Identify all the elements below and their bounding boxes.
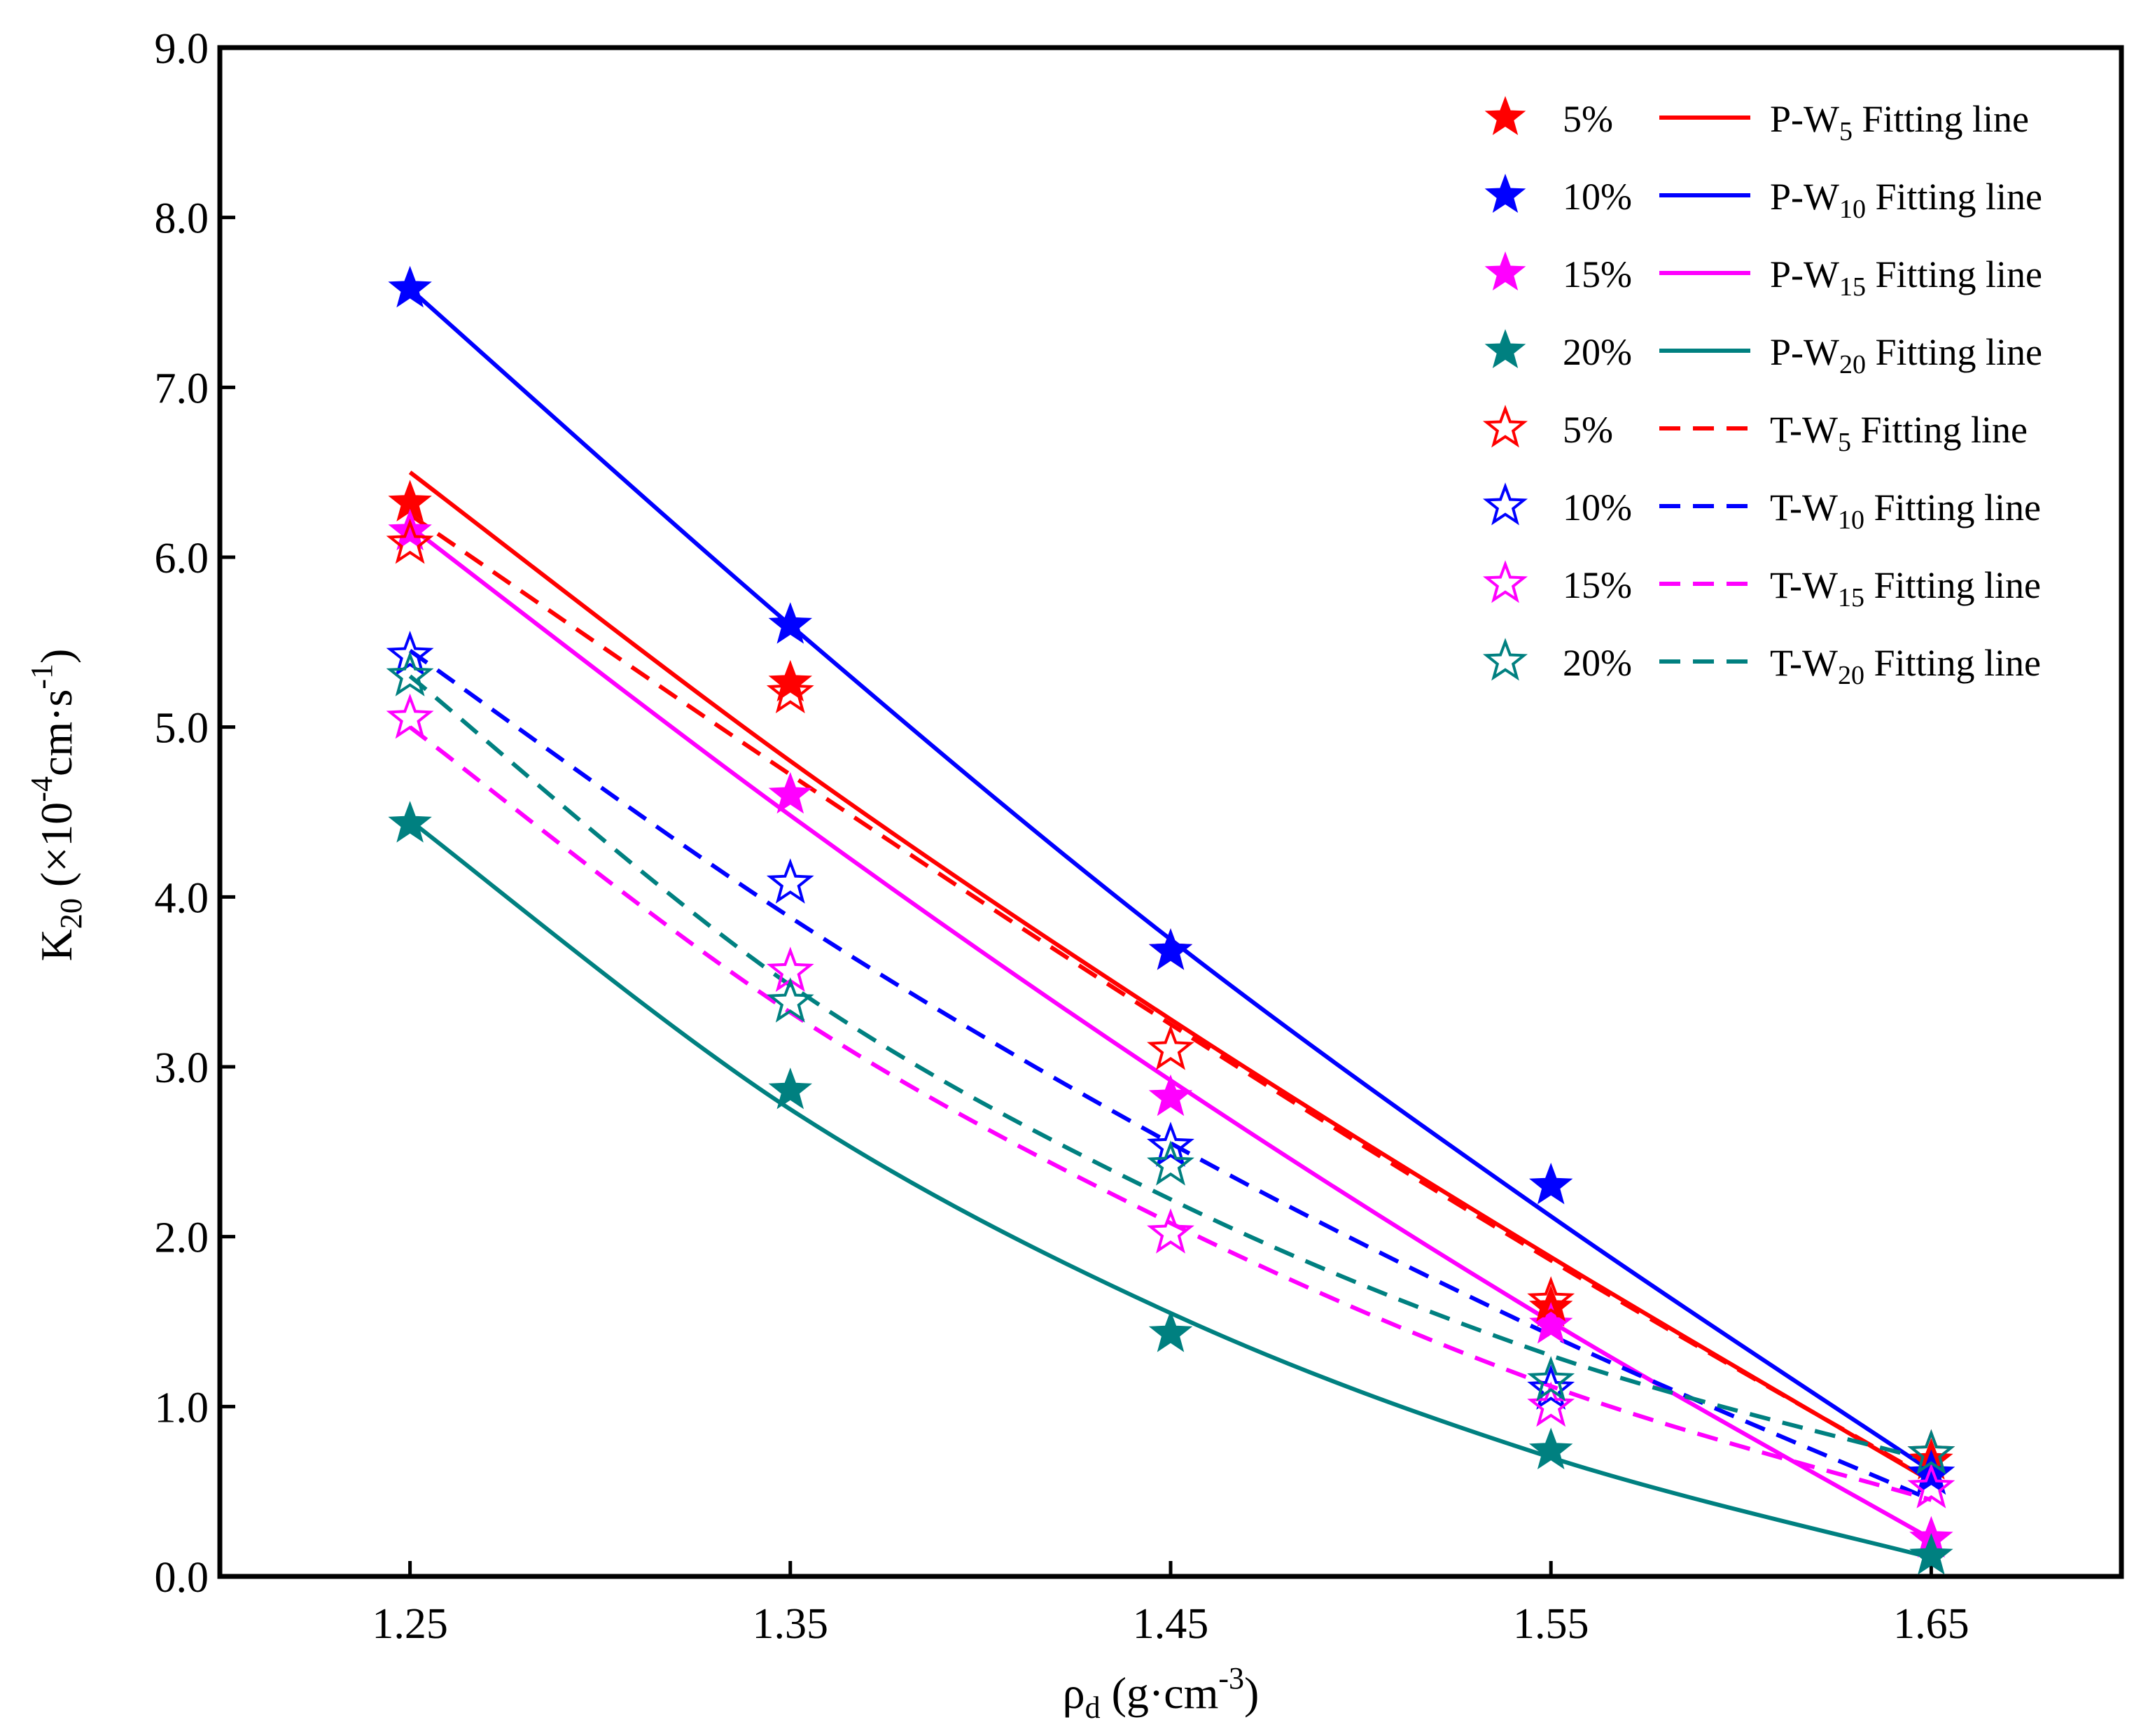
data-point-t-w15 xyxy=(1907,1463,1955,1508)
axis-ticks: 0.0 1.0 2.0 3.0 4.0 5.0 6.0 7.0 8.0 9.0 1.25 1.35 1.… xyxy=(155,25,1969,1648)
fit-line-t-w15 xyxy=(408,725,1932,1502)
data-point-t-w10 xyxy=(1147,1121,1194,1167)
y-tick-label: 8.0 xyxy=(155,195,209,243)
legend-line-label: T-W10 Fitting line xyxy=(1770,486,2041,535)
data-point-p-w10 xyxy=(1148,928,1193,970)
data-point-t-w20 xyxy=(1147,1140,1194,1186)
y-tick-label: 7.0 xyxy=(155,365,209,412)
y-axis-label-sup2: -1 xyxy=(25,664,59,690)
data-point-t-w10 xyxy=(766,858,814,904)
y-axis-label-close: ) xyxy=(32,649,81,664)
fit-line-t-w20 xyxy=(408,674,1932,1463)
data-point-t-w5 xyxy=(766,668,814,714)
legend-marker-p-w20 xyxy=(1484,329,1526,369)
data-point-t-w5 xyxy=(386,518,434,564)
legend-marker-label: 5% xyxy=(1563,409,1613,451)
y-tick-label: 0.0 xyxy=(155,1554,209,1602)
legend-line-label: P-W10 Fitting line xyxy=(1770,176,2042,224)
data-point-p-w20 xyxy=(1528,1427,1573,1470)
fit-line-p-w15 xyxy=(408,524,1932,1541)
y-axis-label-unit: (×10 xyxy=(32,802,81,898)
legend-marker-label: 20% xyxy=(1563,331,1632,373)
x-tick-label: 1.45 xyxy=(1133,1600,1209,1648)
x-tick-label: 1.25 xyxy=(372,1600,448,1648)
legend-marker-label: 15% xyxy=(1563,253,1632,295)
data-point-p-w10 xyxy=(768,602,813,644)
y-axis-label-sub: 20 xyxy=(54,898,88,929)
y-tick-label: 6.0 xyxy=(155,535,209,582)
legend-marker-label: 20% xyxy=(1563,642,1632,684)
data-point-t-w5 xyxy=(1147,1024,1194,1070)
legend-marker-t-w5 xyxy=(1482,405,1528,448)
legend-line-label: T-W5 Fitting line xyxy=(1770,409,2028,457)
data-point-t-w15 xyxy=(1527,1381,1575,1427)
legend-marker-p-w5 xyxy=(1484,96,1526,136)
x-tick-label: 1.65 xyxy=(1893,1600,1969,1648)
fit-line-p-w20 xyxy=(408,818,1932,1560)
legend-marker-p-w10 xyxy=(1484,174,1526,214)
data-point-t-w20 xyxy=(766,977,814,1023)
y-tick-label: 5.0 xyxy=(155,705,209,752)
data-point-p-w20 xyxy=(1148,1310,1193,1352)
data-point-t-w10 xyxy=(1527,1364,1575,1410)
y-tick-label: 4.0 xyxy=(155,874,209,922)
data-point-p-w15 xyxy=(388,508,432,551)
fit-lines xyxy=(408,287,1933,1560)
data-point-t-w5 xyxy=(1527,1276,1575,1322)
legend-marker-t-w15 xyxy=(1482,560,1528,603)
y-axis-label: K20 (×10-4cm·s-1) xyxy=(25,649,88,962)
legend: 5% P-W5 Fitting line 10% P-W10 Fitting line… xyxy=(1482,96,2042,690)
data-point-p-w20 xyxy=(1909,1533,1953,1575)
y-axis-label-mid: cm·s xyxy=(32,690,81,776)
data-point-p-w20 xyxy=(388,801,432,843)
legend-marker-label: 5% xyxy=(1563,98,1613,140)
x-axis-label-unit: (g·cm xyxy=(1101,1668,1219,1718)
x-axis-label-sup: -3 xyxy=(1218,1661,1244,1695)
x-tick-label: 1.35 xyxy=(753,1600,829,1648)
fit-line-p-w10 xyxy=(408,287,1933,1473)
data-markers xyxy=(386,265,1955,1575)
legend-marker-label: 10% xyxy=(1563,176,1632,218)
data-point-t-w15 xyxy=(1147,1208,1194,1254)
data-point-p-w20 xyxy=(768,1068,813,1110)
legend-marker-label: 15% xyxy=(1563,564,1632,606)
y-tick-label: 1.0 xyxy=(155,1384,209,1432)
legend-line-label: P-W5 Fitting line xyxy=(1770,98,2029,146)
data-point-t-w15 xyxy=(386,693,434,739)
fit-line-t-w5 xyxy=(408,512,1932,1482)
legend-marker-p-w15 xyxy=(1484,251,1526,291)
data-point-t-w20 xyxy=(1527,1356,1575,1401)
y-axis-label-sup: -4 xyxy=(25,776,59,802)
legend-marker-label: 10% xyxy=(1563,486,1632,528)
legend-marker-t-w20 xyxy=(1482,638,1528,681)
data-point-p-w10 xyxy=(388,265,432,308)
data-point-p-w5 xyxy=(768,659,813,702)
data-point-t-w20 xyxy=(386,651,434,696)
data-point-p-w15 xyxy=(1528,1302,1573,1344)
x-axis-label-close: ) xyxy=(1244,1668,1259,1718)
y-tick-label: 2.0 xyxy=(155,1214,209,1262)
legend-line-label: P-W20 Fitting line xyxy=(1770,331,2042,379)
x-axis-label: ρd (g·cm-3) xyxy=(1063,1661,1260,1725)
legend-line-label: T-W15 Fitting line xyxy=(1770,564,2041,612)
x-tick-label: 1.55 xyxy=(1513,1600,1589,1648)
data-point-t-w10 xyxy=(386,630,434,676)
data-point-t-w10 xyxy=(1907,1449,1955,1495)
y-axis-label-main: K xyxy=(32,929,81,961)
x-axis-label-sub: d xyxy=(1085,1690,1101,1725)
legend-line-label: T-W20 Fitting line xyxy=(1770,642,2041,690)
data-point-p-w15 xyxy=(768,771,813,814)
y-tick-label: 9.0 xyxy=(155,25,209,73)
data-point-t-w20 xyxy=(1907,1429,1955,1475)
data-point-p-w15 xyxy=(1148,1074,1193,1116)
data-point-p-w10 xyxy=(1528,1163,1573,1205)
legend-marker-t-w10 xyxy=(1482,482,1528,526)
x-axis-label-main: ρ xyxy=(1063,1668,1085,1718)
legend-line-label: P-W15 Fitting line xyxy=(1770,253,2042,302)
y-tick-label: 3.0 xyxy=(155,1044,209,1092)
